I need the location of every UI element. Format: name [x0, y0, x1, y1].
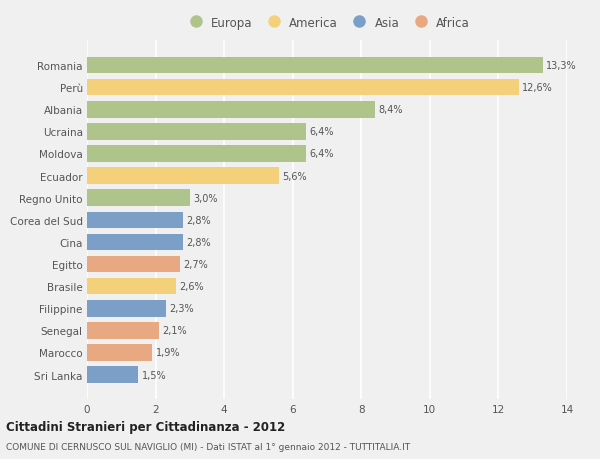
Text: 12,6%: 12,6% — [523, 83, 553, 93]
Text: 1,5%: 1,5% — [142, 370, 166, 380]
Text: 2,8%: 2,8% — [187, 237, 211, 247]
Bar — [87, 57, 543, 74]
Bar — [87, 344, 152, 361]
Text: 6,4%: 6,4% — [310, 149, 334, 159]
Text: Cittadini Stranieri per Cittadinanza - 2012: Cittadini Stranieri per Cittadinanza - 2… — [6, 420, 285, 433]
Bar — [87, 300, 166, 317]
Bar — [87, 190, 190, 207]
Text: 6,4%: 6,4% — [310, 127, 334, 137]
Text: 2,1%: 2,1% — [163, 326, 187, 336]
Bar — [87, 102, 375, 118]
Text: 13,3%: 13,3% — [547, 61, 577, 71]
Bar — [87, 80, 519, 96]
Bar — [87, 168, 279, 185]
Text: 1,9%: 1,9% — [155, 348, 180, 358]
Text: 2,7%: 2,7% — [183, 259, 208, 269]
Text: 8,4%: 8,4% — [379, 105, 403, 115]
Bar — [87, 322, 159, 339]
Bar — [87, 366, 139, 383]
Text: 5,6%: 5,6% — [283, 171, 307, 181]
Text: 2,6%: 2,6% — [179, 281, 204, 291]
Text: 2,3%: 2,3% — [169, 303, 194, 313]
Bar — [87, 212, 183, 229]
Text: 3,0%: 3,0% — [193, 193, 218, 203]
Text: COMUNE DI CERNUSCO SUL NAVIGLIO (MI) - Dati ISTAT al 1° gennaio 2012 - TUTTITALI: COMUNE DI CERNUSCO SUL NAVIGLIO (MI) - D… — [6, 442, 410, 451]
Text: 2,8%: 2,8% — [187, 215, 211, 225]
Bar — [87, 256, 179, 273]
Bar — [87, 146, 307, 162]
Legend: Europa, America, Asia, Africa: Europa, America, Asia, Africa — [182, 14, 472, 32]
Bar — [87, 124, 307, 140]
Bar — [87, 234, 183, 251]
Bar — [87, 278, 176, 295]
